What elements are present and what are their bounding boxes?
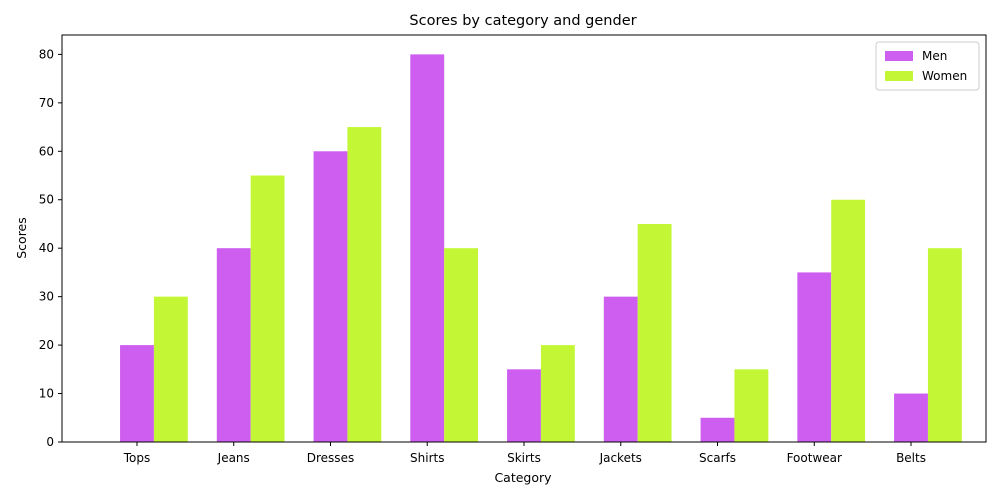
plot-frame [61,34,987,443]
y-tick-label: 20 [39,338,54,352]
y-tick-label: 0 [46,435,54,449]
bar-women-tops [153,296,188,442]
bar-women-scarfs [734,369,769,442]
bar-men-dresses [313,151,348,443]
y-tick-label: 30 [39,290,54,304]
x-tick-label: Dresses [307,451,354,465]
x-tick-label: Scarfs [699,451,736,465]
x-tick-label: Skirts [507,451,541,465]
x-axis: Tops Jeans Dresses Shirts Skirts Jackets Scarf… [123,442,926,465]
bar-men-tops [120,345,154,442]
x-axis-label: Category [494,470,552,485]
bar-women-skirts [540,345,575,442]
bar-men-skirts [507,369,541,442]
bar-men-belts [894,393,928,442]
x-tick-label: Tops [123,451,151,465]
y-tick-label: 50 [39,193,54,207]
y-axis: 0 10 20 30 40 50 60 70 80 [39,47,62,449]
x-tick-label: Belts [896,451,926,465]
bar-women-belts [927,248,962,442]
bar-men-jeans [216,248,251,442]
y-tick-label: 60 [39,144,54,158]
legend-label-men: Men [922,49,947,63]
legend-label-women: Women [922,69,967,83]
y-tick-label: 80 [39,47,54,61]
bar-women-dresses [347,127,382,443]
x-tick-label: Jeans [217,451,250,465]
bar-men-jackets [603,296,638,442]
bar-men-footwear [797,272,832,442]
bar-women-jeans [250,175,285,442]
x-tick-label: Shirts [410,451,444,465]
bar-women-shirts [444,248,479,442]
y-tick-label: 10 [39,387,54,401]
legend: Men Women [875,41,980,91]
legend-swatch-men [885,51,913,61]
y-tick-label: 70 [39,96,54,110]
y-tick-label: 40 [39,241,54,255]
bar-women-footwear [831,199,866,442]
x-tick-label: Footwear [787,451,842,465]
legend-swatch-women [885,71,913,81]
x-tick-label: Jackets [599,451,642,465]
y-axis-label: Scores [14,217,29,259]
bar-men-shirts [410,54,445,442]
bar-women-jackets [637,223,672,442]
bar-men-scarfs [700,417,735,442]
chart-title: Scores by category and gender [409,13,636,29]
bars-group [120,54,962,443]
